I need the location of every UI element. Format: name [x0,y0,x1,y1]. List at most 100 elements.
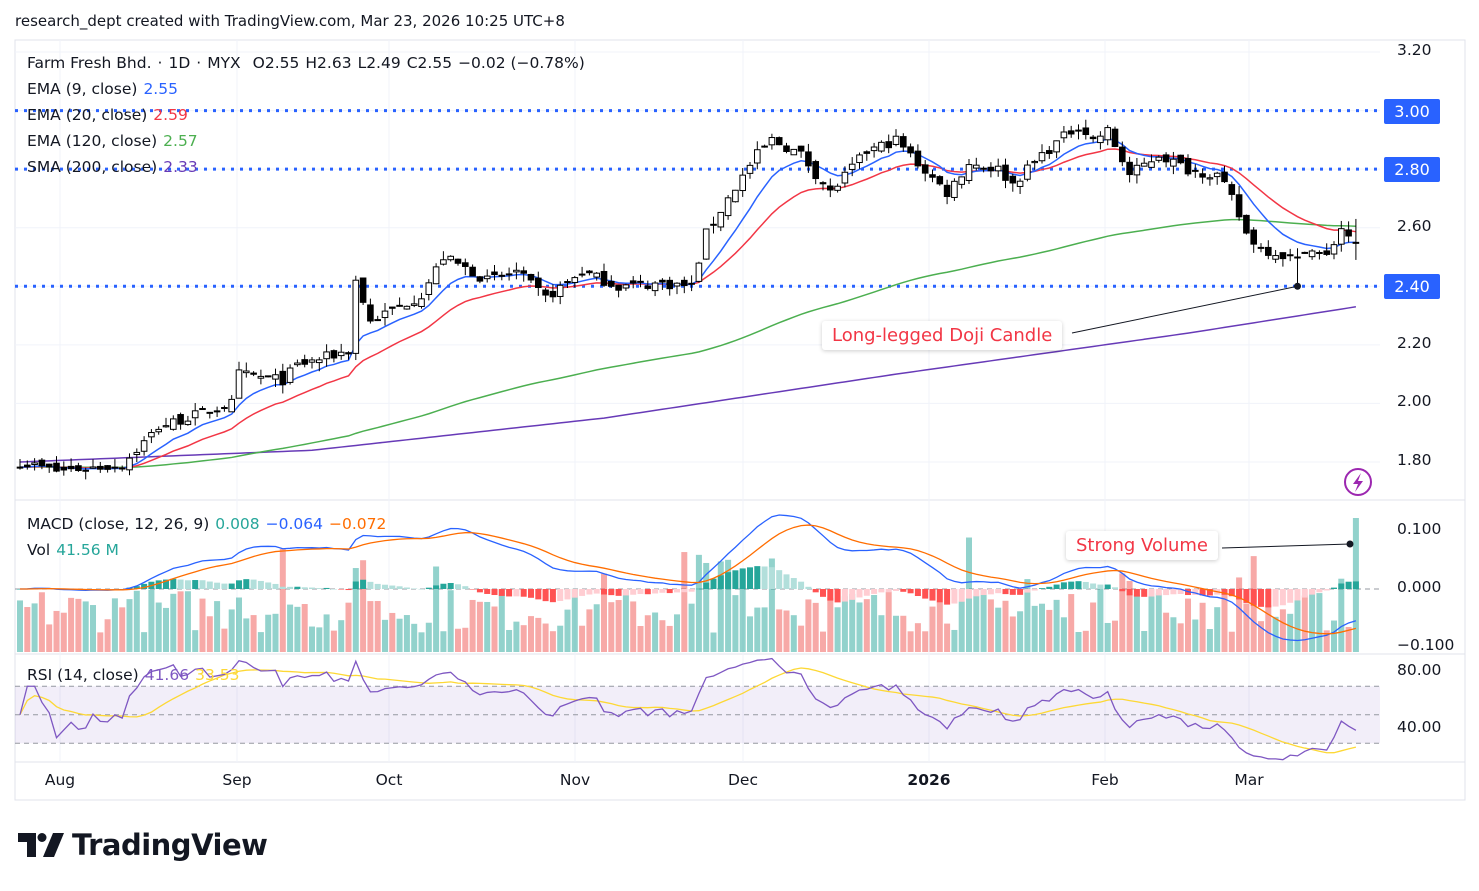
candle[interactable] [432,263,440,285]
candle[interactable] [914,144,922,169]
candle[interactable] [60,461,68,476]
candle[interactable] [1089,135,1097,143]
candle[interactable] [1286,248,1294,262]
candle[interactable] [440,251,447,266]
candle[interactable] [24,460,31,470]
candle[interactable] [243,362,250,378]
candle[interactable] [301,354,308,368]
candle[interactable] [907,143,914,158]
candle[interactable] [396,297,403,307]
candle[interactable] [1301,251,1309,254]
ema9-legend[interactable]: EMA (9, close) 2.55 [27,80,184,98]
candle[interactable] [16,459,24,470]
candle[interactable] [761,144,768,148]
candle[interactable] [951,178,958,201]
candle[interactable] [578,266,586,278]
candle[interactable] [1133,157,1141,184]
candle[interactable] [345,351,352,360]
tradingview-logo[interactable]: TradingView [18,828,268,862]
candle[interactable] [724,194,732,220]
candle[interactable] [206,411,214,419]
candle[interactable] [447,255,454,262]
candle[interactable] [994,158,1002,177]
candle[interactable] [250,371,257,377]
candle[interactable] [1024,160,1031,182]
candle[interactable] [1031,159,1039,170]
candle[interactable] [943,179,951,205]
candle[interactable] [783,142,790,154]
candle[interactable] [973,157,980,171]
candle[interactable] [498,271,506,281]
candle[interactable] [885,134,893,154]
candle[interactable] [374,315,381,322]
candle[interactable] [1155,155,1163,163]
candle[interactable] [856,152,863,169]
candle[interactable] [586,270,593,276]
candle[interactable] [1206,174,1214,186]
candle[interactable] [549,284,557,303]
candle[interactable] [97,461,104,473]
candle[interactable] [1111,126,1119,148]
candle[interactable] [505,267,513,281]
candle[interactable] [1140,157,1148,167]
candle[interactable] [155,426,162,435]
candle[interactable] [1199,168,1206,184]
candle[interactable] [111,459,119,473]
candle[interactable] [710,216,717,234]
candle[interactable] [702,228,710,260]
candle[interactable] [900,133,907,152]
candle[interactable] [264,375,272,378]
candle[interactable] [359,277,367,305]
candle[interactable] [746,161,754,179]
candle[interactable] [177,412,184,430]
candle[interactable] [1046,146,1053,159]
candle[interactable] [53,456,60,473]
candle[interactable] [775,136,783,146]
candle[interactable] [1162,152,1170,168]
candle[interactable] [1119,141,1126,167]
candle[interactable] [476,275,484,284]
candle[interactable] [67,458,75,472]
candle[interactable] [1002,158,1009,189]
candle[interactable] [38,458,46,470]
candle[interactable] [958,176,966,189]
candle[interactable] [1323,243,1331,257]
candle[interactable] [462,258,469,276]
rsi-legend[interactable]: RSI (14, close) 41.66 33.53 [27,666,245,684]
candle[interactable] [82,467,90,480]
candle[interactable] [556,281,564,305]
candle[interactable] [213,406,221,417]
candle[interactable] [191,402,199,426]
candle[interactable] [126,453,133,476]
candle[interactable] [316,357,323,372]
candle[interactable] [608,275,615,288]
candle[interactable] [688,275,695,292]
candle[interactable] [681,276,688,294]
candle[interactable] [921,160,929,182]
volume-legend[interactable]: Vol 41.56 M [27,541,125,559]
candle[interactable] [279,363,287,394]
candle[interactable] [739,168,747,197]
candle[interactable] [235,361,243,399]
candle[interactable] [1228,181,1236,201]
volume-annotation[interactable]: Strong Volume [1066,531,1219,560]
candle[interactable] [834,183,841,193]
candle[interactable] [1213,171,1221,185]
candle[interactable] [863,150,871,161]
candle[interactable] [629,276,637,289]
candle[interactable] [936,175,944,186]
candle[interactable] [184,415,192,426]
candle[interactable] [454,258,462,266]
candle[interactable] [527,273,535,283]
candle[interactable] [148,429,155,444]
candle[interactable] [717,211,725,232]
candle[interactable] [593,272,601,281]
candle[interactable] [1308,249,1316,260]
candle[interactable] [1338,220,1345,252]
candle[interactable] [1272,249,1279,264]
candle[interactable] [1075,124,1082,140]
candle[interactable] [337,343,345,360]
candle[interactable] [615,284,622,298]
candle[interactable] [1330,241,1338,260]
sma200-legend[interactable]: SMA (200, close) 2.33 [27,158,204,176]
